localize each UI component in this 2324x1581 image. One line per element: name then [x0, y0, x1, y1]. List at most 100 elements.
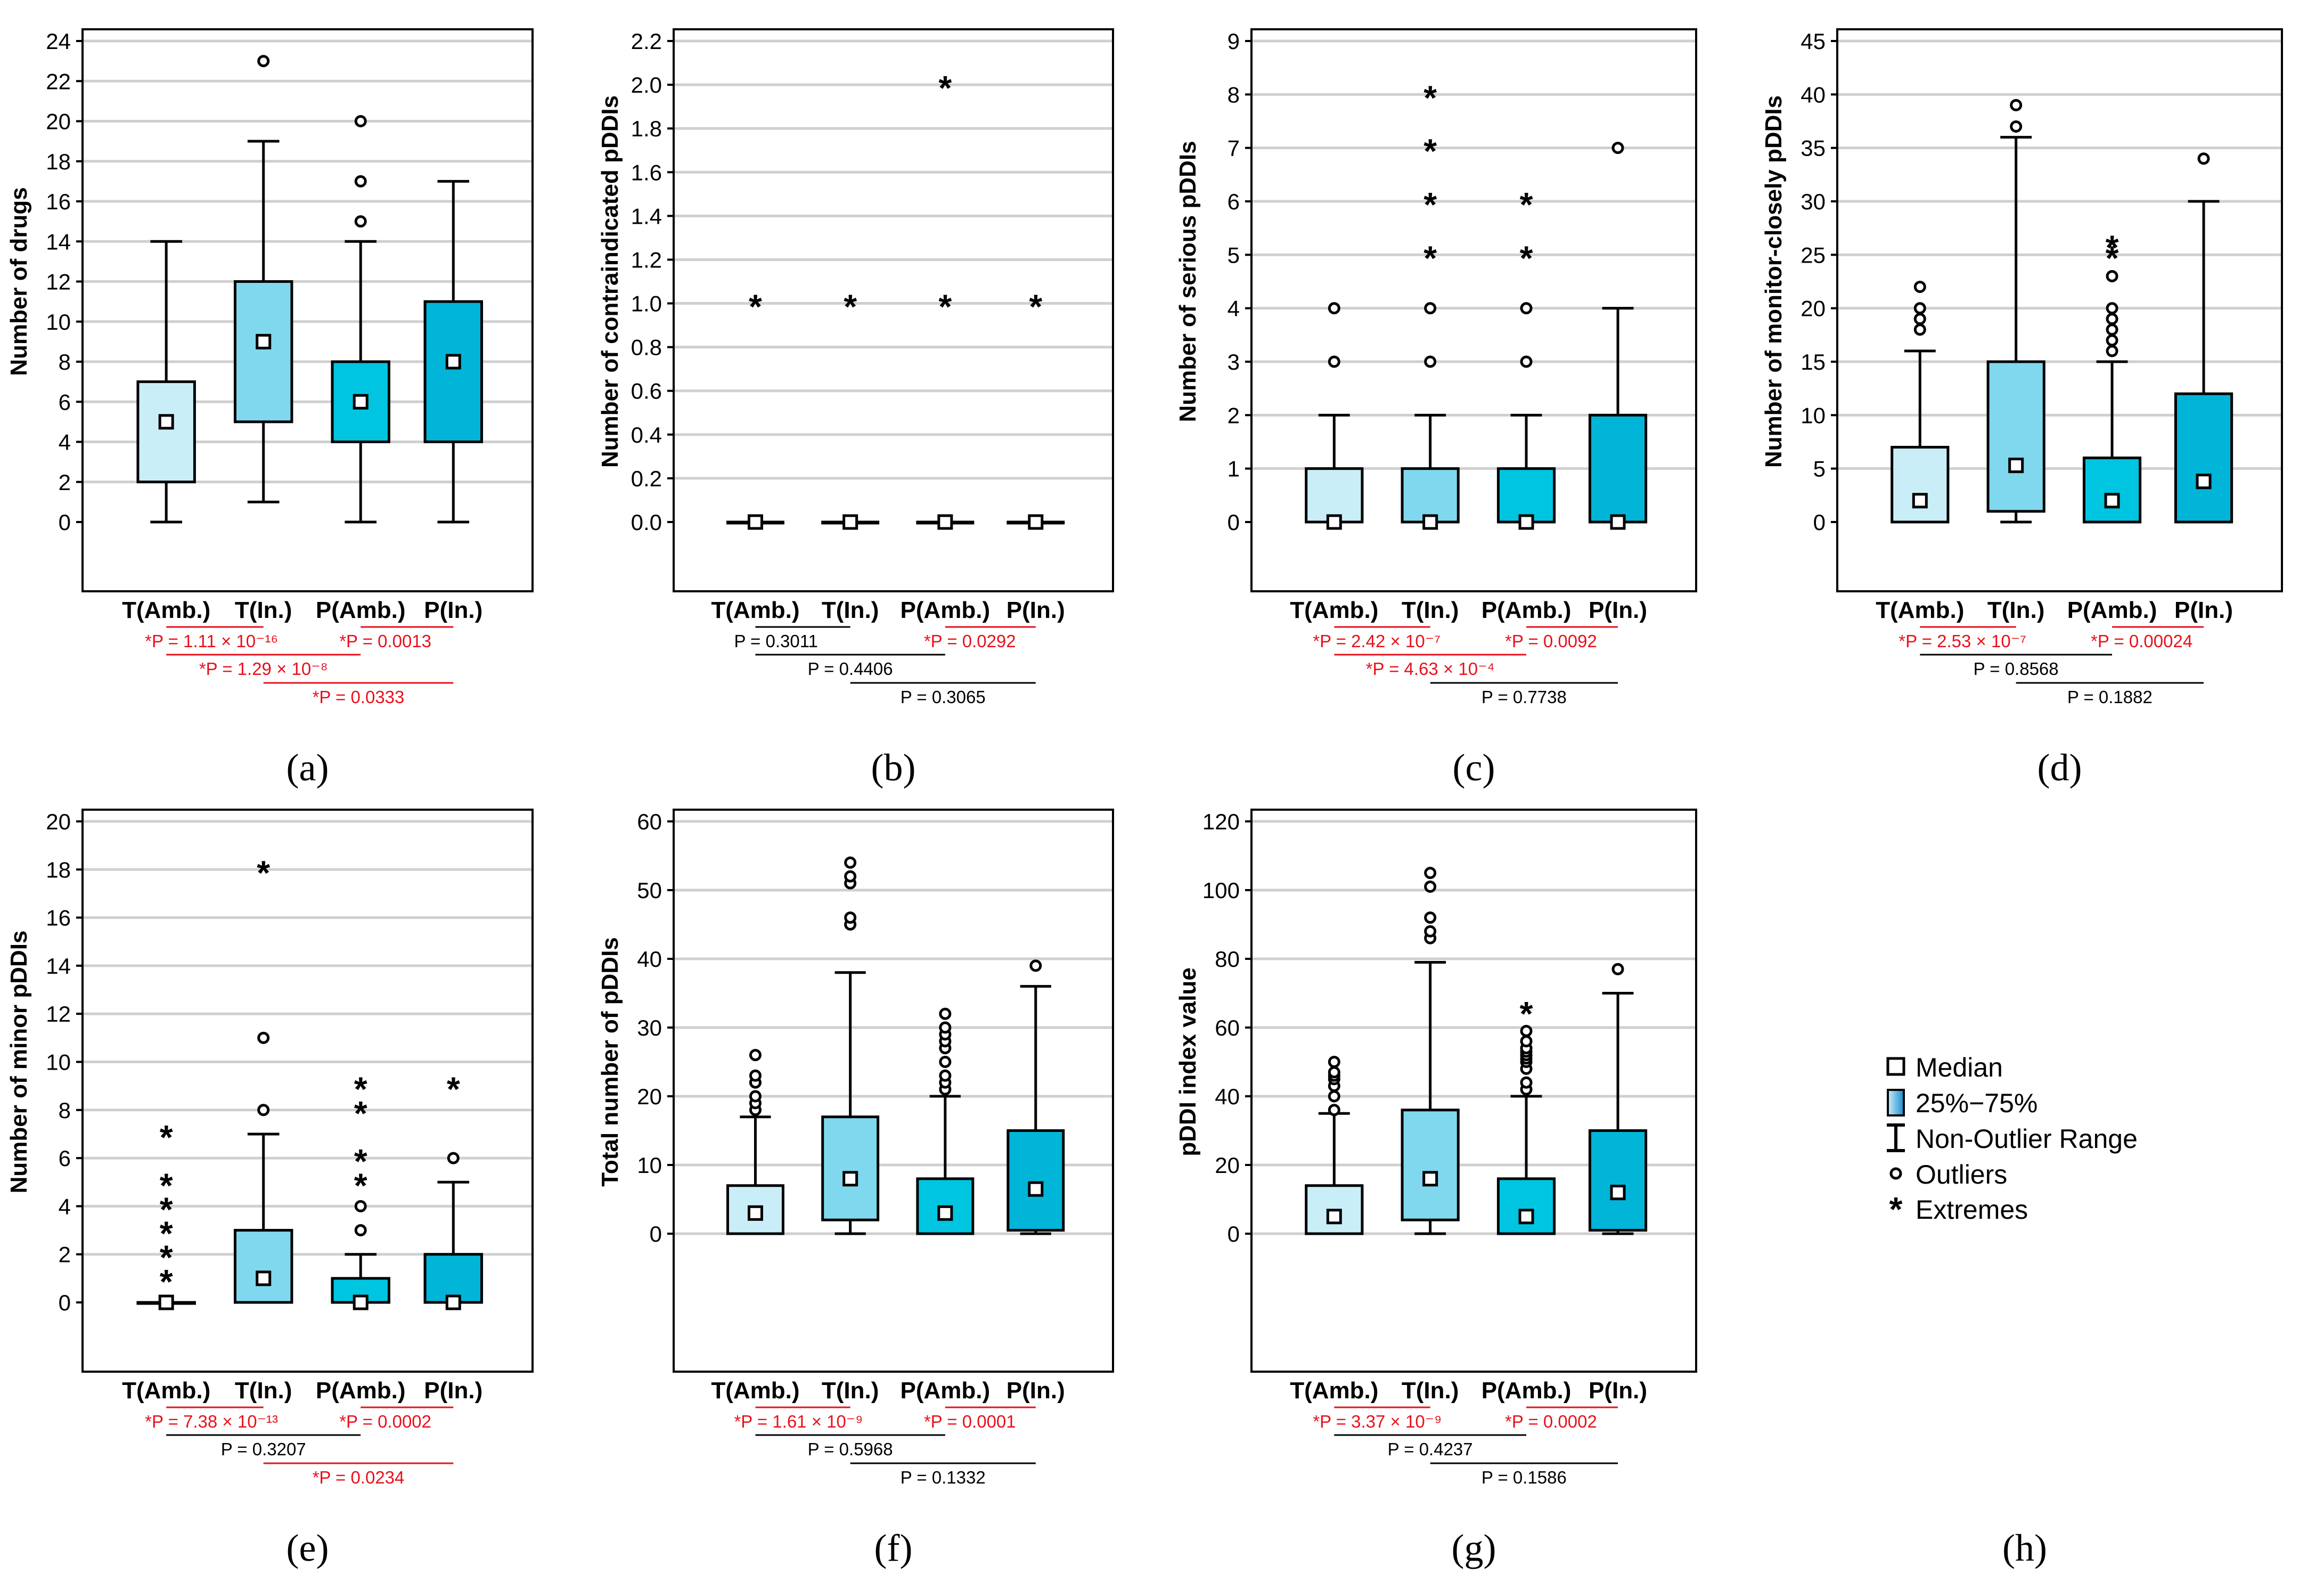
extreme-point: * [160, 1215, 173, 1253]
box-3: * [1006, 288, 1065, 530]
panel-label: (a) [287, 746, 329, 789]
plot-frame [673, 809, 1114, 1373]
category-label: P(Amb.) [901, 1378, 991, 1404]
median-marker [445, 354, 461, 370]
outlier-point [1328, 1090, 1340, 1103]
category-label: P(Amb.) [901, 597, 991, 623]
outlier-point [2106, 270, 2118, 282]
category-label: P(Amb.) [1482, 1378, 1572, 1404]
category-label: P(In.) [2174, 597, 2233, 623]
p-value-label: P = 0.1332 [901, 1468, 986, 1487]
y-tick-label: 20 [46, 809, 71, 834]
category-label: P(Amb.) [1482, 597, 1572, 623]
category-label: P(In.) [1006, 597, 1065, 623]
extreme-point: * [1423, 239, 1437, 277]
box-3 [1588, 142, 1648, 530]
outlier-point [1913, 281, 1926, 294]
outlier-point [1424, 925, 1437, 938]
category-label: T(In.) [1987, 597, 2045, 623]
plot-frame [1836, 28, 2283, 592]
median-marker [256, 1270, 272, 1286]
category-label: P(Amb.) [2067, 597, 2157, 623]
box-1: * * * * [1401, 78, 1460, 530]
box-2: * [1496, 995, 1556, 1235]
extreme-point: * [1423, 78, 1437, 117]
extreme-point: * [160, 1166, 173, 1204]
y-tick-label: 1.8 [631, 116, 662, 141]
box-iqr [821, 1115, 880, 1221]
y-tick-label: 60 [1215, 1015, 1240, 1040]
y-tick-label: 45 [1801, 29, 1826, 54]
y-tick-label: 16 [46, 906, 71, 931]
y-tick-label: 40 [1215, 1084, 1240, 1109]
median-marker [1610, 1185, 1626, 1201]
plot-frame [1250, 809, 1697, 1373]
panel-label: (b) [871, 746, 916, 789]
y-tick-label: 0.8 [631, 335, 662, 360]
panel-label: (f) [874, 1527, 913, 1569]
box-iqr [1891, 446, 1950, 524]
y-tick-label: 5 [1813, 457, 1826, 482]
y-tick-label: 100 [1202, 878, 1240, 903]
y-tick-label: 16 [46, 189, 71, 214]
y-tick-label: 30 [637, 1015, 662, 1040]
category-label: T(In.) [822, 1378, 879, 1404]
outlier-point [1520, 1076, 1533, 1089]
y-tick-label: 22 [46, 69, 71, 94]
extreme-point: * [257, 853, 270, 892]
outlier-point [1913, 313, 1926, 325]
y-tick-label: 40 [637, 947, 662, 972]
outlier-point [354, 175, 367, 188]
outlier-point [749, 1090, 762, 1103]
box-iqr [136, 380, 196, 484]
y-tick-label: 40 [1801, 82, 1826, 107]
y-tick-label: 0.2 [631, 466, 662, 491]
extreme-point: * [160, 1190, 173, 1228]
median-marker [937, 514, 953, 530]
outlier-point [1913, 323, 1926, 336]
category-label: P(In.) [1006, 1378, 1065, 1404]
box-2 [331, 115, 390, 524]
p-value-label: P = 0.3065 [901, 687, 986, 707]
box-3 [1006, 959, 1065, 1235]
y-tick-label: 80 [1215, 947, 1240, 972]
category-label: T(In.) [822, 597, 879, 623]
legend-range-symbol [1887, 1123, 1905, 1152]
y-tick-label: 1.4 [631, 203, 662, 229]
plot-frame [81, 809, 534, 1373]
y-tick-label: 0 [59, 510, 71, 535]
p-value-label: *P = 0.0234 [313, 1468, 405, 1487]
outlier-point [1520, 355, 1533, 368]
y-tick-label: 25 [1801, 242, 1826, 267]
box-iqr [1986, 360, 2045, 513]
median-marker [1912, 493, 1928, 509]
outlier-point [257, 55, 270, 68]
extreme-point: * [1520, 239, 1533, 277]
box-iqr [1401, 467, 1460, 524]
extreme-point: * [1520, 185, 1533, 224]
p-value-label: P = 0.7738 [1482, 687, 1567, 707]
box-iqr [423, 300, 484, 443]
y-tick-label: 10 [46, 1050, 71, 1075]
p-value-label: P = 0.5968 [808, 1439, 893, 1459]
box-iqr [233, 280, 293, 423]
y-tick-label: 14 [46, 954, 71, 979]
median-marker [1518, 1209, 1534, 1225]
extreme-point: * [749, 288, 762, 326]
panel-label: (g) [1452, 1527, 1496, 1569]
y-tick-label: 10 [46, 309, 71, 335]
category-label: T(Amb.) [711, 1378, 799, 1404]
outlier-point [844, 856, 857, 869]
p-value-label: *P = 0.0001 [924, 1412, 1016, 1431]
y-tick-label: 6 [59, 389, 71, 414]
legend-extreme-symbol: * [1889, 1190, 1903, 1228]
category-label: P(In.) [424, 597, 482, 623]
legend-median-swatch [1886, 1057, 1905, 1076]
p-value-label: *P = 1.29 × 10⁻⁸ [199, 659, 328, 679]
outlier-point [1029, 959, 1042, 972]
median-marker [2104, 493, 2120, 509]
box-iqr [1401, 1109, 1460, 1221]
median-marker [747, 514, 763, 530]
outlier-point [2106, 302, 2118, 315]
